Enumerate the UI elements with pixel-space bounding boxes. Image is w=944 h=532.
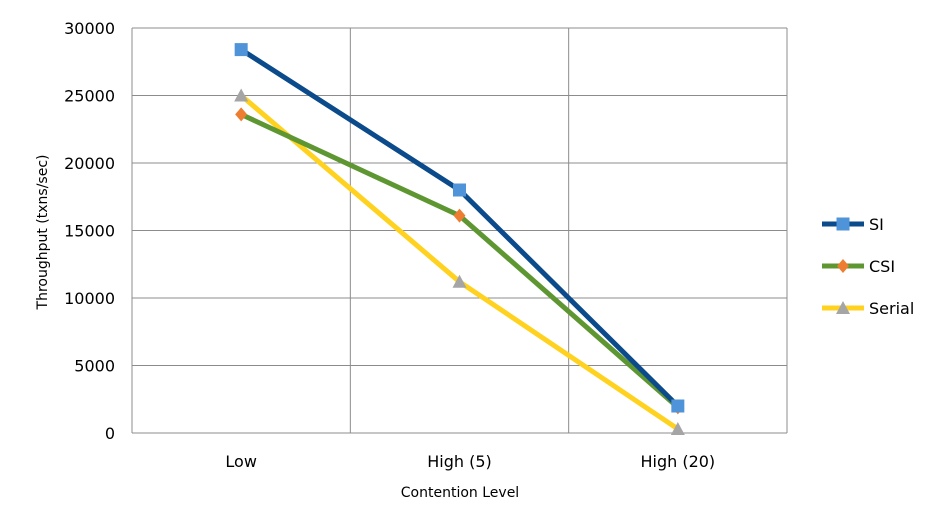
data-point-si (234, 43, 248, 57)
y-axis-title: Throughput (txns/sec) (35, 155, 51, 311)
y-tick-label: 25000 (64, 87, 115, 106)
legend-label-serial: Serial (869, 299, 914, 318)
data-point-serial (670, 421, 685, 435)
axis-layer: 0 5000 10000 15000 20000 25000 30000 Low High (5… (64, 19, 715, 471)
legend-label-csi: CSI (869, 257, 895, 276)
legend-marker-serial (836, 301, 850, 314)
legend: SI CSI Serial (822, 215, 914, 318)
grid-layer (131, 27, 788, 434)
legend-label-si: SI (869, 215, 884, 234)
data-point-csi (235, 107, 248, 122)
y-tick-label: 30000 (64, 19, 115, 38)
x-tick-label: Low (225, 452, 257, 471)
data-point-csi (453, 208, 466, 223)
x-tick-label: High (5) (427, 452, 492, 471)
y-tick-label: 5000 (74, 357, 115, 376)
data-point-serial (452, 274, 467, 288)
x-axis-title: Contention Level (401, 485, 519, 501)
data-point-si (671, 399, 685, 413)
y-tick-label: 0 (105, 424, 115, 443)
data-point-si (453, 183, 466, 197)
y-tick-label: 20000 (64, 154, 115, 173)
y-tick-label: 15000 (64, 222, 115, 241)
y-tick-label: 10000 (64, 289, 115, 308)
legend-marker-csi (837, 259, 849, 273)
data-point-serial (234, 88, 249, 102)
x-tick-label: High (20) (640, 452, 715, 471)
legend-marker-si (836, 217, 850, 231)
series-line-csi (238, 111, 681, 410)
series-layer (234, 43, 685, 435)
